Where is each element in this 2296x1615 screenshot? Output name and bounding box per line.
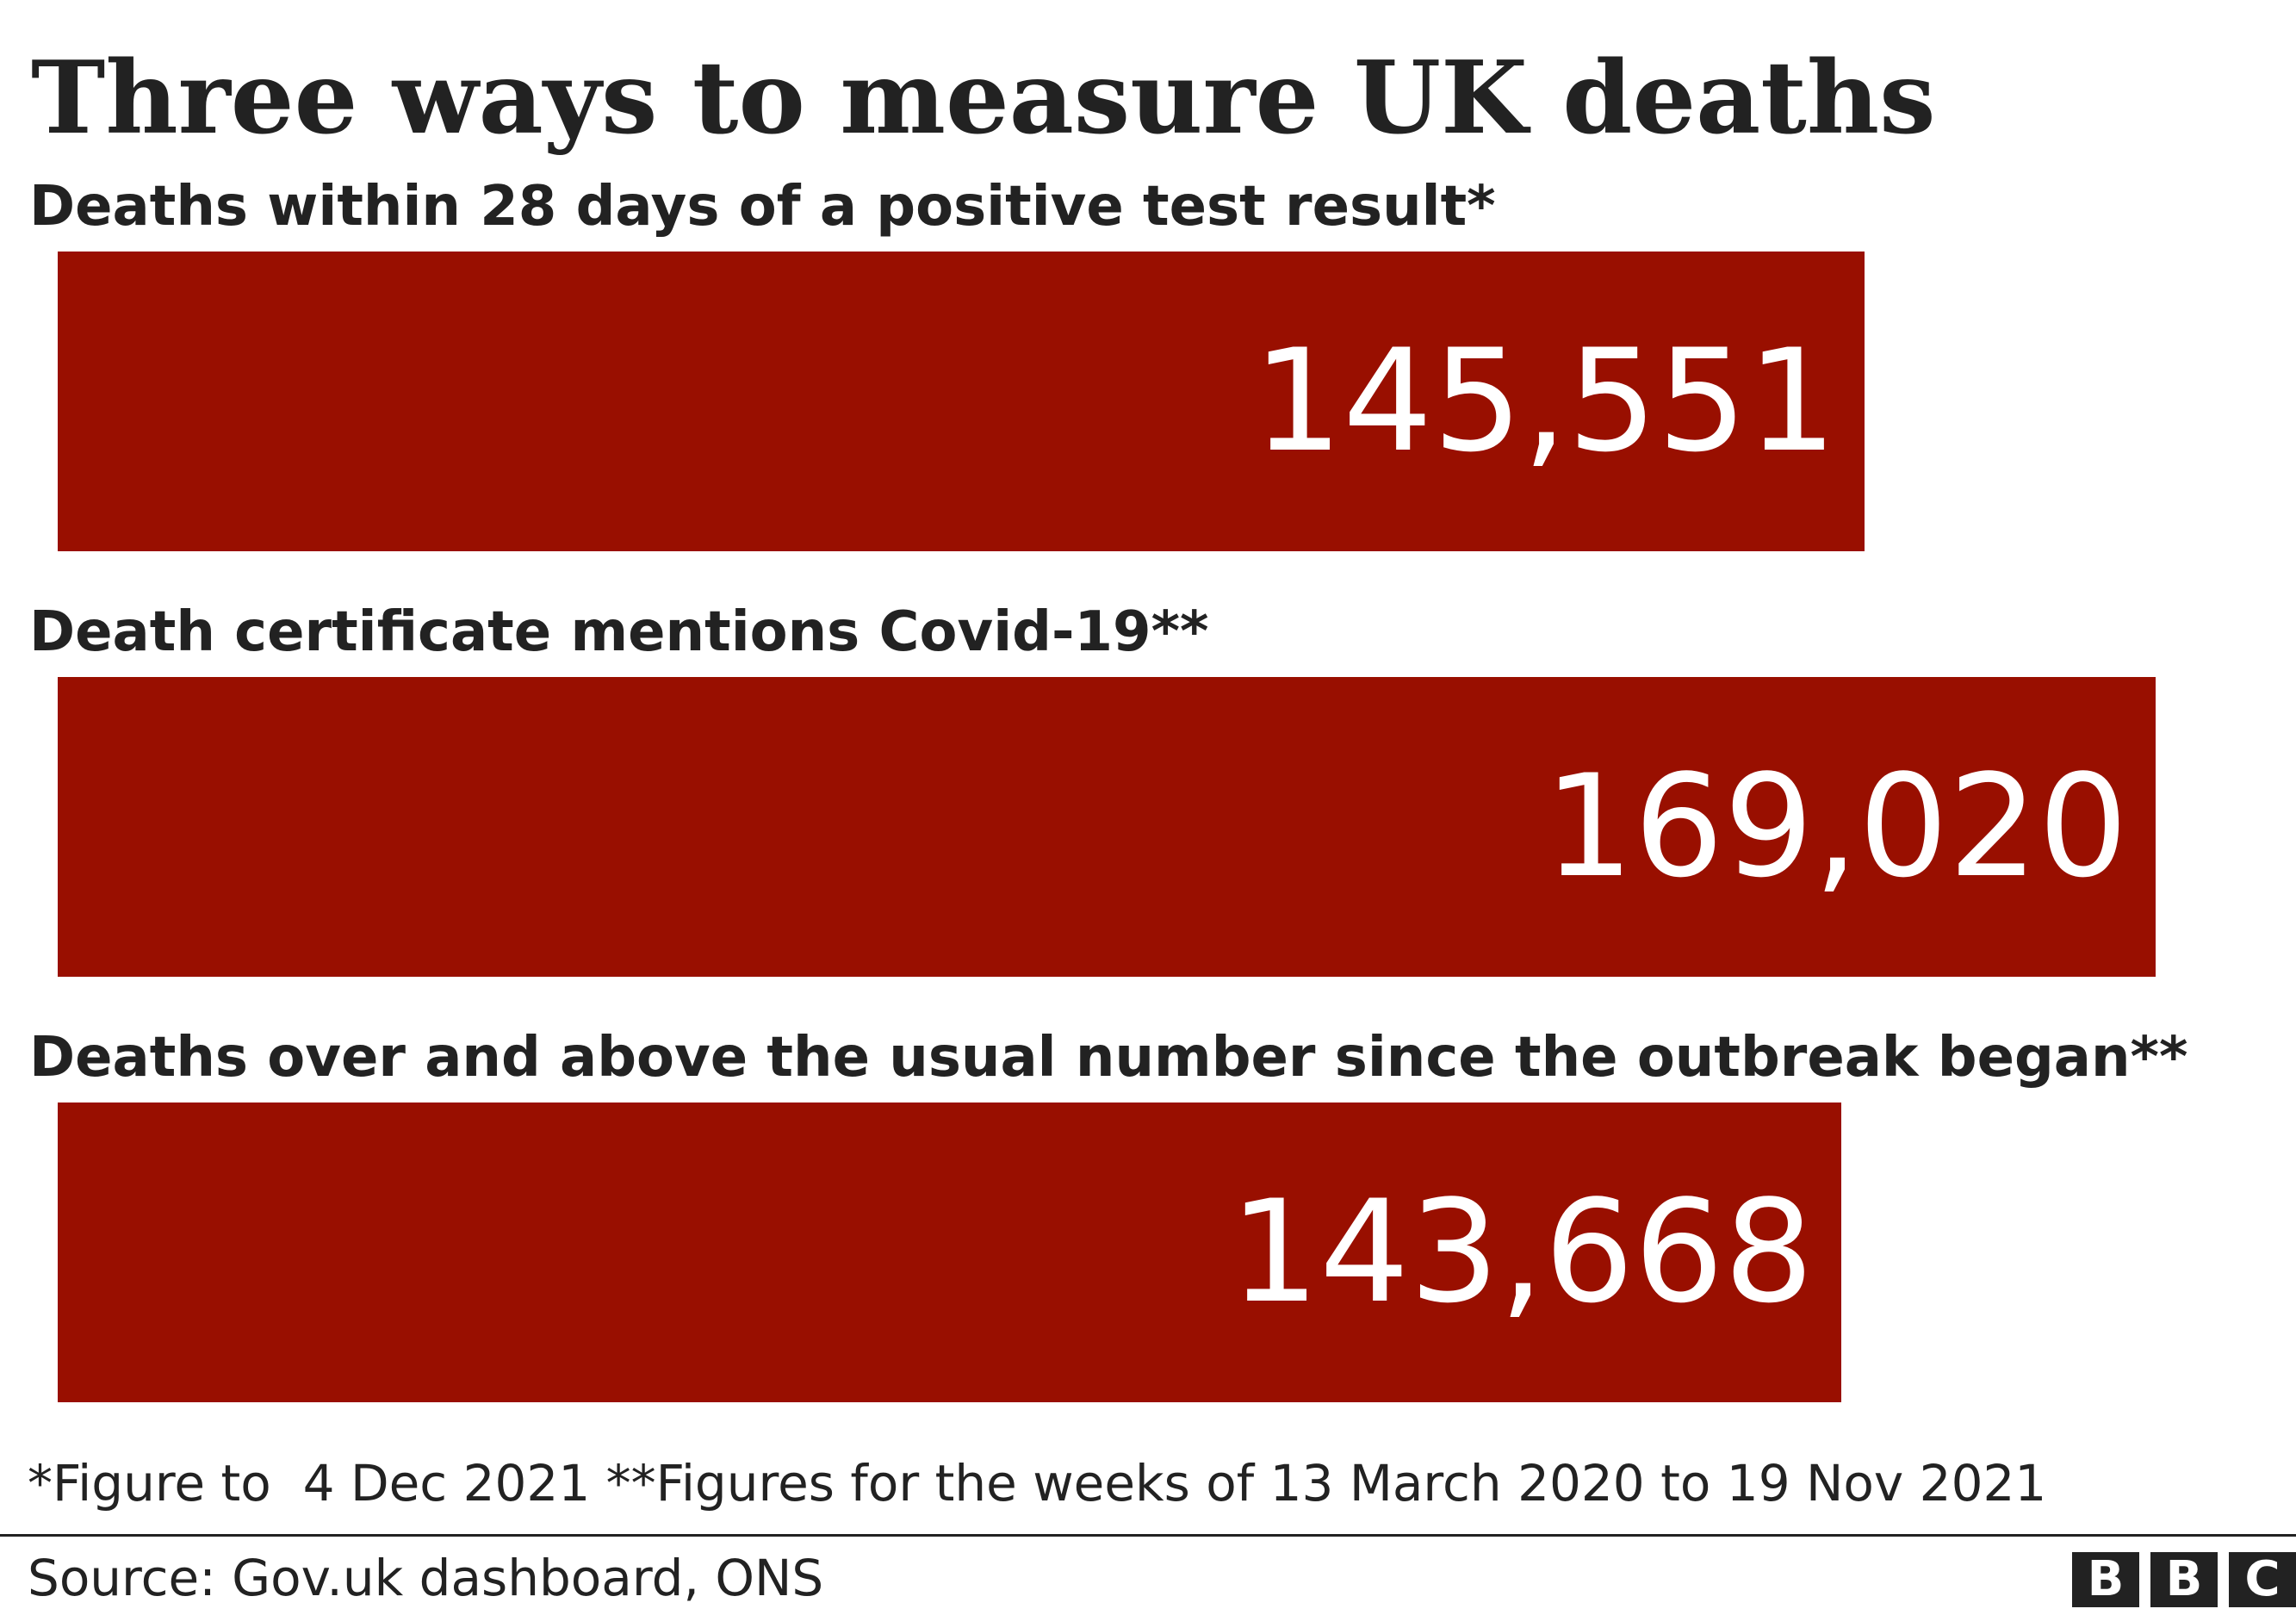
bbc-logo-letter-b2: B	[2150, 1552, 2218, 1607]
bar-value-label-3: 143,668	[1229, 1170, 1814, 1334]
bar-2: 169,020	[58, 677, 2156, 977]
bar-chart: Deaths within 28 days of a positive test…	[29, 175, 2188, 1402]
footer-divider	[0, 1534, 2296, 1537]
source-text: Source: Gov.uk dashboard, ONS	[28, 1549, 824, 1607]
bbc-logo: B B C	[2072, 1552, 2296, 1607]
bar-1: 145,551	[58, 252, 1865, 551]
bar-label-2: Death certificate mentions Covid-19**	[29, 600, 1209, 664]
bar-3: 143,668	[58, 1103, 1841, 1402]
bar-label-3: Deaths over and above the usual number s…	[29, 1026, 2188, 1090]
bbc-logo-letter-c: C	[2229, 1552, 2296, 1607]
bar-value-label-2: 169,020	[1543, 744, 2128, 909]
bbc-logo-letter-b1: B	[2072, 1552, 2139, 1607]
bar-value-label-1: 145,551	[1252, 319, 1837, 483]
footnote: *Figure to 4 Dec 2021 **Figures for the …	[28, 1454, 2047, 1513]
bar-label-1: Deaths within 28 days of a positive test…	[29, 175, 1496, 239]
chart-title: Three ways to measure UK deaths	[31, 40, 1936, 157]
